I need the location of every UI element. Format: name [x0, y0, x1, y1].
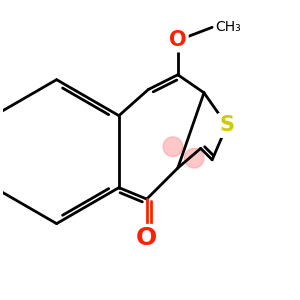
Text: S: S [219, 116, 234, 136]
Text: O: O [169, 30, 187, 50]
Text: CH₃: CH₃ [215, 20, 241, 34]
Circle shape [184, 148, 204, 168]
Circle shape [163, 137, 183, 157]
Text: O: O [136, 226, 158, 250]
